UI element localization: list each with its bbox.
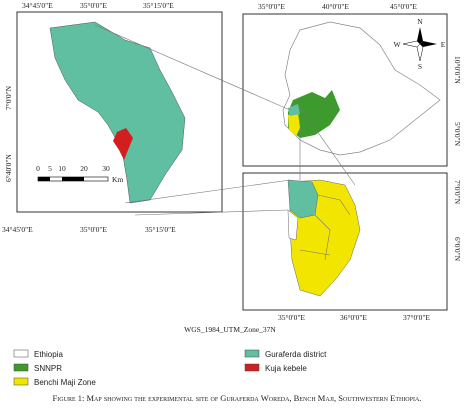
legend-label: Benchi Maji Zone [34,378,96,387]
lon-label: 35°15'0"E [143,1,174,10]
caption: Figure 1: Map showing the experimental s… [53,393,422,403]
lat-label: 6°40'0"N [4,154,13,182]
lat-label: 10°0'0"N [453,56,462,84]
legend-swatch [13,377,29,386]
compass-label: W [393,40,401,49]
legend-label: Ethiopia [34,350,63,359]
zone-frame [242,172,448,311]
scale-tick: 5 [48,164,52,173]
lon-label: 34°45'0"E [2,225,33,234]
district-boundaries [299,194,351,261]
lon-label: 45°0'0"E [390,2,417,11]
lon-label: 40°0'0"E [322,2,349,11]
legend-swatch [13,363,29,372]
compass-label: N [417,17,423,26]
lon-label: 37°0'0"E [403,313,430,322]
lat-label: 7°0'0"N [453,180,462,205]
scale-tick: 30 [102,164,110,173]
guraferda-district [288,104,300,116]
scale-unit: Km [112,175,123,184]
legend-label: Guraferda district [265,350,327,359]
legend-label: Kuja kebele [265,364,307,373]
scale-tick: 0 [36,164,40,173]
left-map-frame [16,11,223,213]
projection-label: WGS_1984_UTM_Zone_37N [184,325,276,334]
lon-label: 35°0'0"E [258,2,285,11]
lat-label: 6°0'0"N [453,237,462,262]
snnpr [288,90,340,138]
lon-label: 35°0'0"E [278,313,305,322]
scale-bar [37,176,109,182]
lon-label: 36°0'0"E [340,313,367,322]
scale-tick: 20 [80,164,88,173]
compass [402,27,437,62]
lon-label: 35°0'0"E [80,1,107,10]
lon-label: 35°15'0"E [145,225,176,234]
connector-lines [94,24,356,216]
legend-swatch [244,363,260,372]
compass-label: S [418,62,422,71]
ethiopia-frame [242,13,448,167]
guraferda-district [287,179,319,219]
lon-label: 35°0'0"E [80,225,107,234]
lat-label: 5°0'0"N [453,122,462,147]
scale-tick: 10 [58,164,66,173]
ethiopia [287,209,299,241]
lon-label: 34°45'0"E [22,1,53,10]
compass-label: E [441,40,446,49]
legend-swatch [244,349,260,358]
legend-label: SNNPR [34,364,62,373]
kuja-kebele [113,128,133,160]
lat-label: 7°0'0"N [4,85,13,110]
legend-swatch [13,349,29,358]
guraferda-district [49,21,186,204]
benchi-maji-zone [288,112,300,136]
